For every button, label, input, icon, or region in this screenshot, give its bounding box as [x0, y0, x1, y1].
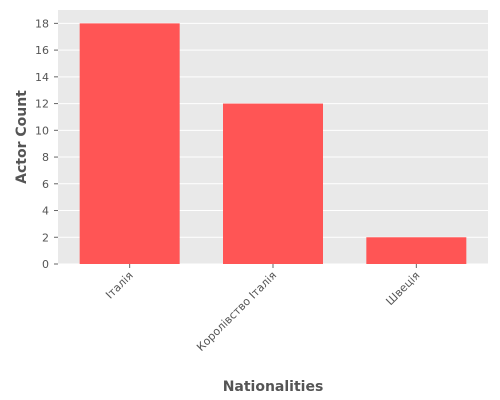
y-tick-label: 14	[35, 71, 49, 84]
y-tick-label: 16	[35, 44, 49, 57]
y-tick-label: 18	[35, 17, 49, 30]
bars	[79, 23, 467, 264]
y-tick-label: 2	[42, 231, 49, 244]
x-tick-label: Швеція	[383, 269, 422, 308]
y-tick-label: 8	[42, 151, 49, 164]
bar	[79, 23, 180, 264]
y-tick-label: 6	[42, 178, 49, 191]
y-tick-label: 0	[42, 258, 49, 271]
y-tick-label: 12	[35, 98, 49, 111]
x-axis-ticks: Італія Королівство Італія Швеція	[103, 264, 422, 354]
y-axis-ticks: 0 2 4 6 8 10 12 14 16 18	[35, 17, 58, 271]
y-tick-label: 10	[35, 124, 49, 137]
x-tick-label: Італія	[103, 269, 136, 302]
bar	[223, 103, 323, 264]
x-tick-label: Королівство Італія	[194, 269, 279, 354]
y-tick-label: 4	[42, 205, 49, 218]
y-axis-label: Actor Count	[14, 90, 30, 184]
bar	[366, 237, 467, 264]
x-axis-label: Nationalities	[223, 379, 324, 395]
